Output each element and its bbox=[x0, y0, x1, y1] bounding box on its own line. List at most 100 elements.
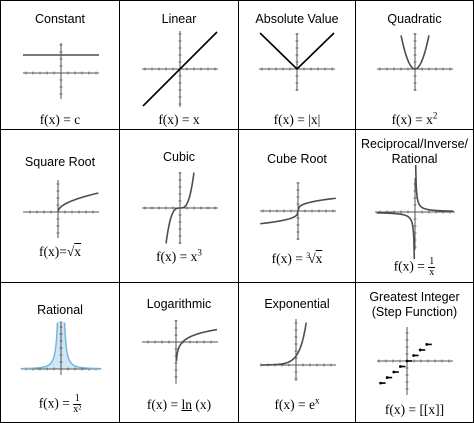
graph-quadratic bbox=[377, 33, 453, 91]
card-formula: f(x) = x2 bbox=[356, 110, 473, 128]
exponential-curve bbox=[261, 322, 308, 366]
rational-curve-left bbox=[20, 322, 59, 370]
formula-lhs: f(x) = bbox=[158, 112, 193, 127]
card-constant: Constant f(x) = c bbox=[0, 0, 119, 129]
formula-argument: (x) bbox=[192, 397, 212, 412]
fraction-numerator: 1 bbox=[428, 256, 436, 268]
graph-reciprocal bbox=[375, 164, 455, 260]
card-title-line: Greatest Integer bbox=[369, 290, 460, 304]
card-title: Cubic bbox=[163, 150, 195, 164]
graph-absolute-value bbox=[259, 32, 335, 91]
formula-lhs: f(x) = bbox=[39, 112, 75, 127]
formula-function: ln bbox=[181, 397, 192, 412]
cubic-curve bbox=[165, 172, 195, 244]
formula-lhs: f(x) = bbox=[271, 251, 307, 266]
square-root-curve bbox=[57, 192, 99, 213]
step-closed-dot bbox=[399, 365, 402, 368]
formula-lhs: f(x) = bbox=[38, 395, 74, 411]
card-absolute-value: Absolute Value f(x) = |x| bbox=[238, 0, 355, 129]
card-formula: f(x) = 3√x bbox=[239, 248, 355, 267]
card-formula: f(x) = [[x]] bbox=[356, 402, 473, 418]
radical-index: 3 bbox=[306, 251, 311, 260]
card-title: Greatest Integer (Step Function) bbox=[356, 290, 473, 320]
card-formula: f(x) = x bbox=[120, 112, 238, 128]
step-closed-dot bbox=[385, 376, 389, 379]
card-square-root: Square Root f(x)=√x bbox=[0, 129, 119, 282]
step-closed-dot bbox=[418, 348, 422, 352]
step-closed-dot bbox=[412, 354, 415, 357]
graph-cube-root bbox=[260, 182, 336, 240]
formula-lhs: f(x) = bbox=[391, 112, 427, 127]
formula-base: e bbox=[309, 397, 316, 412]
radical-sign: √ bbox=[66, 244, 75, 259]
card-cube-root: Cube Root f(x) = 3√x bbox=[238, 129, 355, 282]
formula-lhs: f(x) = bbox=[146, 397, 182, 412]
card-formula: f(x) = ex bbox=[239, 396, 355, 413]
fraction-denominator: x bbox=[429, 267, 435, 278]
card-linear: Linear f(x) = x bbox=[119, 0, 238, 129]
card-title: Rational bbox=[37, 303, 83, 317]
graph-step-function bbox=[377, 327, 453, 395]
graph-logarithmic bbox=[142, 320, 218, 384]
card-title: Quadratic bbox=[387, 12, 442, 26]
graph-rational bbox=[20, 321, 102, 375]
radical-sign: √ bbox=[308, 251, 316, 266]
step-closed-dot bbox=[379, 381, 382, 385]
graph-linear bbox=[142, 31, 218, 107]
card-formula: f(x) = ln (x) bbox=[120, 397, 238, 413]
card-title: Logarithmic bbox=[146, 297, 212, 311]
card-rational: Rational f(x) = 1 x² bbox=[0, 282, 119, 422]
card-title-line: (Step Function) bbox=[371, 305, 458, 319]
fraction-numerator: 1 bbox=[73, 393, 82, 405]
card-cubic: Cubic f(x) = x3 bbox=[119, 129, 238, 282]
parabola-curve bbox=[400, 35, 430, 70]
card-title: Constant bbox=[34, 12, 86, 26]
reciprocal-curve-right bbox=[414, 164, 454, 212]
formula-exponent: 3 bbox=[197, 247, 202, 258]
formula-exponent: 2 bbox=[432, 110, 438, 121]
formula-base: x bbox=[426, 112, 433, 127]
formula-lhs: f(x) = bbox=[274, 397, 310, 412]
card-logarithmic: Logarithmic f(x) = ln (x) bbox=[119, 282, 238, 422]
card-exponential: Exponential f(x) = ex bbox=[238, 282, 355, 422]
formula-rhs: [[x]] bbox=[419, 402, 445, 417]
step-closed-dot bbox=[425, 343, 429, 346]
formula-lhs: f(x) = bbox=[273, 112, 309, 127]
formula-lhs: f(x) = bbox=[384, 402, 420, 417]
formula-base: x bbox=[190, 249, 198, 264]
card-title: Square Root bbox=[24, 155, 96, 169]
absolute-value-curve bbox=[259, 32, 335, 71]
linear-line bbox=[142, 31, 218, 107]
reciprocal-curve-left bbox=[376, 212, 416, 260]
formula-radicand: x bbox=[315, 251, 323, 266]
card-title: Absolute Value bbox=[255, 12, 339, 26]
card-title: Linear bbox=[161, 12, 197, 26]
formula-lhs: f(x) = bbox=[156, 249, 191, 264]
card-step-function: Greatest Integer (Step Function) f(x) = … bbox=[355, 282, 473, 422]
cube-root-curve bbox=[260, 197, 336, 225]
card-title: Reciprocal/Inverse/ Rational bbox=[356, 137, 473, 167]
card-formula: f(x) = x3 bbox=[120, 247, 238, 265]
card-quadratic: Quadratic f(x) = x2 bbox=[355, 0, 473, 129]
card-formula: f(x) = |x| bbox=[239, 112, 355, 128]
step-closed-dot bbox=[392, 370, 396, 374]
rational-curve-right bbox=[63, 322, 102, 370]
card-formula: f(x) = 1 x² bbox=[1, 394, 119, 415]
fraction-denominator: x² bbox=[73, 404, 82, 415]
fraction: 1 x² bbox=[73, 393, 82, 415]
formula-radicand: x bbox=[74, 244, 82, 259]
formula-rhs: x bbox=[192, 112, 200, 127]
graph-exponential bbox=[260, 319, 336, 381]
graph-constant bbox=[23, 43, 99, 99]
formula-lhs: f(x)= bbox=[38, 244, 67, 259]
formula-rhs: c bbox=[74, 112, 81, 127]
formula-rhs: |x| bbox=[308, 112, 321, 127]
graph-square-root bbox=[23, 180, 99, 238]
step-closed-dot bbox=[405, 359, 409, 363]
card-formula: f(x)=√x bbox=[1, 244, 119, 260]
card-formula: f(x) = c bbox=[1, 112, 119, 128]
